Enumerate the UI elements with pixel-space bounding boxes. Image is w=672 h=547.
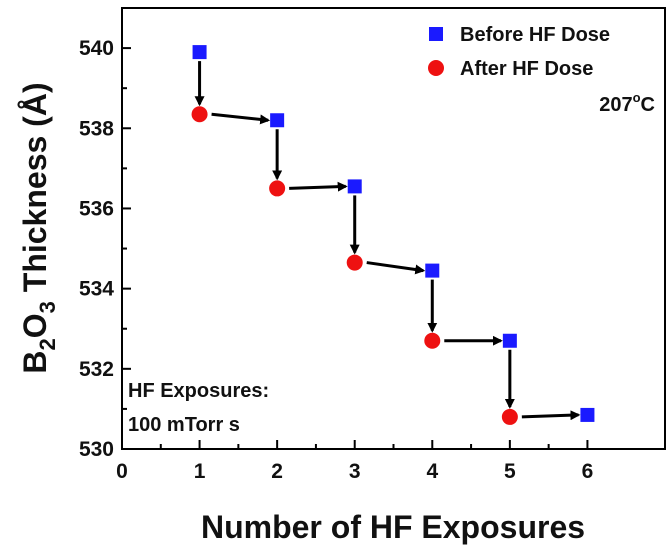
x-axis: 0 1 2 3 4 5 6 [116,440,593,483]
before-dose-point [347,179,362,194]
before-dose-point [425,263,440,278]
y-tick-label: 534 [79,278,114,301]
before-dose-point [192,45,207,60]
after-dose-point [424,332,441,349]
step-arrows [194,61,581,421]
step-arrow [211,112,271,125]
x-axis-title: Number of HF Exposures [201,509,585,545]
y-tick-label: 536 [79,197,114,220]
x-tick-label: 1 [194,460,206,483]
before-dose-point [580,407,595,422]
x-tick-label: 6 [582,460,594,483]
y-tick-label: 530 [79,438,114,461]
x-tick-label: 2 [271,460,283,483]
y-axis-title: B2O3 Thickness (Å) [17,82,60,373]
y-tick-label: 540 [79,37,114,60]
legend: Before HF Dose After HF Dose 207oC [428,24,655,116]
step-arrow [289,181,348,192]
y-axis: 530 532 534 536 538 540 [79,7,131,461]
x-tick-label: 5 [504,460,516,483]
after-dose-point [269,180,286,197]
exposure-note: HF Exposures: 100 mTorr s [128,380,269,436]
legend-label-after: After HF Dose [460,58,593,80]
after-dose-point [191,106,208,123]
x-tick-label: 0 [116,460,128,483]
before-dose-point [502,333,517,348]
y-tick-label: 532 [79,358,114,381]
temperature-label: 207oC [599,90,655,116]
exposure-note-line-1: HF Exposures: [128,380,269,402]
after-dose-point [501,408,518,425]
legend-label-before: Before HF Dose [460,24,610,46]
x-tick-label: 4 [426,460,438,483]
exposure-note-line-2: 100 mTorr s [128,414,240,436]
data-markers [191,45,595,425]
legend-marker-before [429,27,443,41]
legend-marker-after [428,60,444,76]
x-tick-label: 3 [349,460,361,483]
step-arrow [366,261,426,275]
before-dose-point [270,113,285,128]
y-tick-label: 538 [79,117,114,140]
step-arrow [521,410,581,421]
after-dose-point [346,254,363,271]
